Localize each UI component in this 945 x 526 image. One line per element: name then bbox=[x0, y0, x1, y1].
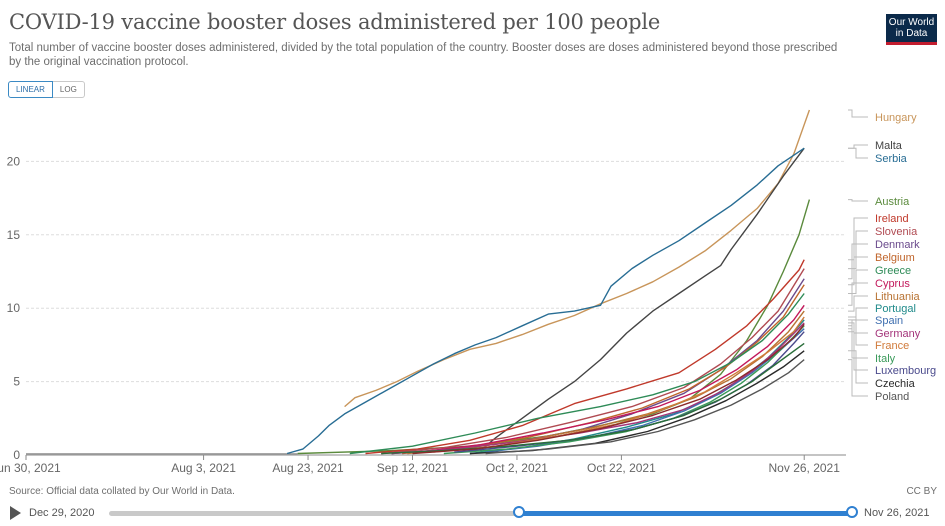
legend-label-slovenia[interactable]: Slovenia bbox=[875, 226, 918, 238]
series-line-italy[interactable] bbox=[443, 325, 805, 455]
series-line-ireland[interactable] bbox=[365, 259, 805, 455]
x-tick-label: Jun 30, 2021 bbox=[0, 461, 61, 475]
y-tick-label: 20 bbox=[7, 154, 21, 168]
legend-label-poland[interactable]: Poland bbox=[875, 391, 909, 403]
legend-connector bbox=[848, 256, 868, 286]
legend-label-portugal[interactable]: Portugal bbox=[875, 303, 916, 315]
legend-label-cyprus[interactable]: Cyprus bbox=[875, 278, 910, 290]
series-line-malta[interactable] bbox=[479, 147, 805, 452]
linear-scale-button[interactable]: LINEAR bbox=[8, 81, 53, 98]
legend-label-austria[interactable]: Austria bbox=[875, 196, 910, 208]
legend-connector bbox=[848, 319, 868, 330]
timeline-start-label: Dec 29, 2020 bbox=[29, 507, 95, 519]
legend-connector bbox=[848, 316, 868, 346]
legend-label-italy[interactable]: Italy bbox=[875, 353, 896, 365]
legend-label-lithuania[interactable]: Lithuania bbox=[875, 291, 921, 303]
legend-connector bbox=[848, 322, 868, 334]
legend-connector bbox=[848, 147, 868, 159]
legend-label-luxembourg[interactable]: Luxembourg bbox=[875, 365, 936, 377]
series-line-france[interactable] bbox=[433, 316, 805, 453]
series-line-slovenia[interactable] bbox=[381, 268, 805, 455]
series-line-germany[interactable] bbox=[391, 322, 805, 455]
legend-label-germany[interactable]: Germany bbox=[875, 328, 921, 340]
legend-connector bbox=[848, 243, 868, 280]
legend-connector bbox=[848, 325, 868, 359]
logo-line-1: Our World bbox=[888, 17, 935, 28]
y-tick-label: 15 bbox=[7, 228, 21, 242]
legend-connector bbox=[848, 269, 868, 294]
legend-label-france[interactable]: France bbox=[875, 340, 909, 352]
series-line-cyprus[interactable] bbox=[417, 304, 805, 453]
line-chart: 0 5 10 15 20 Jun 30, 2021 Aug 3, 2021 Aug 23, … bbox=[0, 109, 936, 475]
series-line-belgium[interactable] bbox=[402, 284, 805, 455]
legend-connector bbox=[848, 217, 868, 261]
legend-label-spain[interactable]: Spain bbox=[875, 315, 903, 327]
source-note: Source: Official data collated by Our Wo… bbox=[9, 486, 235, 497]
timeline-start-handle[interactable] bbox=[513, 506, 525, 518]
series-line-poland[interactable] bbox=[485, 359, 805, 455]
owid-logo[interactable]: Our World in Data bbox=[886, 14, 937, 45]
logo-line-2: in Data bbox=[895, 28, 928, 39]
series-line-spain[interactable] bbox=[485, 328, 805, 453]
log-scale-button[interactable]: LOG bbox=[52, 81, 85, 98]
license-link[interactable]: CC BY bbox=[906, 486, 937, 497]
legend-label-hungary[interactable]: Hungary bbox=[875, 112, 917, 124]
legend-label-greece[interactable]: Greece bbox=[875, 265, 911, 277]
play-icon[interactable] bbox=[10, 506, 21, 520]
series-line-unlabeled-20[interactable] bbox=[412, 323, 805, 455]
x-tick-label: Oct 2, 2021 bbox=[486, 461, 548, 475]
y-tick-label: 5 bbox=[13, 375, 20, 389]
legend-connector bbox=[848, 109, 868, 118]
chart-subtitle: Total number of vaccine booster doses ad… bbox=[9, 42, 838, 68]
legend-label-czechia[interactable]: Czechia bbox=[875, 378, 916, 390]
x-tick-label: Aug 3, 2021 bbox=[171, 461, 236, 475]
chart-title: COVID-19 vaccine booster doses administe… bbox=[9, 10, 661, 34]
timeline: Dec 29, 2020 Nov 26, 2021 bbox=[0, 500, 945, 526]
legend-label-belgium[interactable]: Belgium bbox=[875, 252, 915, 264]
legend-connector bbox=[848, 282, 868, 306]
y-tick-label: 10 bbox=[7, 301, 21, 315]
timeline-track[interactable] bbox=[109, 511, 519, 516]
legend-connector bbox=[848, 359, 868, 397]
x-tick-label: Oct 22, 2021 bbox=[587, 461, 656, 475]
x-tick-label: Aug 23, 2021 bbox=[272, 461, 344, 475]
timeline-end-handle[interactable] bbox=[846, 506, 858, 518]
x-tick-label: Sep 12, 2021 bbox=[377, 461, 449, 475]
series-line-hungary[interactable] bbox=[344, 109, 811, 408]
series-line-unlabeled-19[interactable] bbox=[381, 342, 805, 455]
y-tick-label: 0 bbox=[13, 448, 20, 462]
legend-connector bbox=[848, 199, 868, 202]
x-tick-label: Nov 26, 2021 bbox=[769, 461, 841, 475]
legend-connector bbox=[848, 295, 868, 312]
legend-label-serbia[interactable]: Serbia bbox=[875, 153, 908, 165]
series-line-greece[interactable] bbox=[349, 293, 805, 455]
series-line-luxembourg[interactable] bbox=[454, 331, 805, 453]
legend-label-ireland[interactable]: Ireland bbox=[875, 213, 909, 225]
legend-connector bbox=[848, 230, 868, 270]
legend-connector bbox=[848, 307, 868, 321]
legend-label-denmark[interactable]: Denmark bbox=[875, 239, 920, 251]
series-line-serbia[interactable] bbox=[286, 147, 805, 455]
scale-toggle: LINEAR LOG bbox=[8, 81, 85, 98]
timeline-end-label: Nov 26, 2021 bbox=[864, 507, 930, 519]
timeline-selected-range[interactable] bbox=[519, 511, 852, 516]
legend-label-malta[interactable]: Malta bbox=[875, 140, 903, 152]
legend-connector bbox=[848, 350, 868, 384]
